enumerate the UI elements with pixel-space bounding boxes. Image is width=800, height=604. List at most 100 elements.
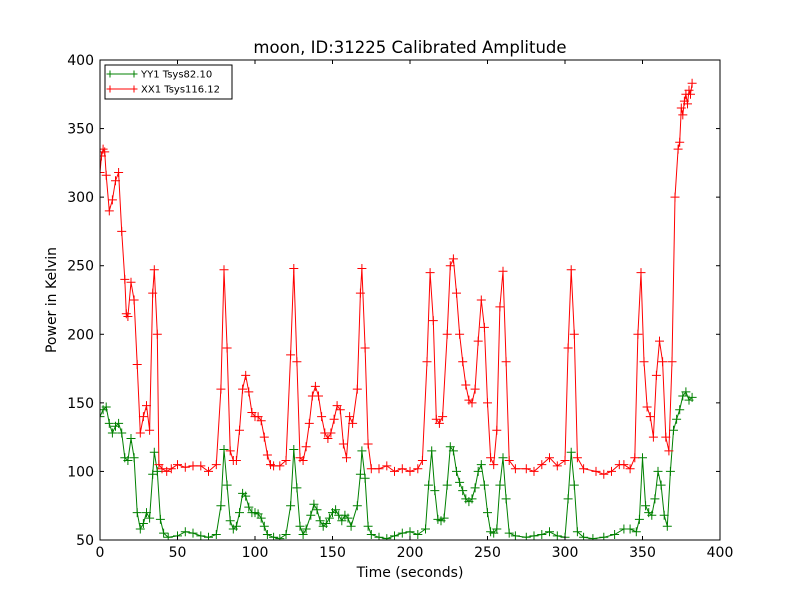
data-point — [521, 532, 531, 540]
x-tick-label: 300 — [552, 545, 579, 561]
data-point — [152, 466, 162, 476]
legend-box — [104, 64, 233, 100]
data-point — [222, 343, 232, 353]
data-point — [256, 513, 266, 523]
data-point — [126, 277, 136, 287]
data-point — [569, 480, 579, 490]
y-tick-label: 250 — [67, 259, 94, 275]
data-point — [667, 357, 677, 367]
data-point — [673, 144, 683, 154]
data-point — [309, 499, 319, 509]
data-point — [563, 343, 573, 353]
data-point — [427, 446, 437, 456]
data-point — [149, 447, 159, 457]
data-point — [306, 510, 316, 520]
data-point — [572, 453, 582, 463]
data-point — [352, 384, 362, 394]
data-point — [301, 442, 311, 452]
data-point — [417, 456, 427, 465]
data-point — [117, 428, 127, 438]
data-point — [129, 295, 139, 305]
data-point — [244, 502, 254, 512]
y-tick-label: 150 — [67, 396, 94, 412]
data-point — [382, 534, 392, 540]
data-point — [204, 466, 213, 476]
data-point — [504, 456, 514, 465]
data-point — [352, 501, 362, 511]
data-point — [241, 370, 251, 380]
data-point — [661, 432, 671, 442]
data-point — [430, 486, 440, 496]
x-axis-label: Time (seconds) — [356, 565, 464, 581]
data-point — [145, 513, 155, 523]
y-axis-label: Power in Kelvin — [44, 247, 60, 353]
data-point — [292, 483, 302, 493]
data-point — [504, 528, 514, 538]
data-point — [366, 464, 376, 474]
data-point — [312, 505, 322, 515]
data-point — [438, 412, 448, 422]
data-point — [331, 505, 341, 515]
data-point — [492, 524, 502, 534]
legend-label: YY1 Tsys82.10 — [140, 70, 212, 81]
data-point — [495, 302, 505, 312]
data-point — [552, 531, 562, 540]
axes-frame — [99, 59, 721, 541]
data-point — [348, 418, 358, 428]
data-point — [216, 384, 226, 394]
x-tick-label: 100 — [242, 545, 269, 561]
data-point — [355, 288, 365, 298]
data-point — [405, 527, 415, 537]
data-point — [461, 380, 471, 390]
data-point — [222, 480, 232, 490]
data-point — [166, 464, 176, 474]
data-point — [275, 534, 285, 540]
data-point — [390, 531, 399, 540]
data-point — [486, 453, 496, 463]
data-point — [501, 494, 511, 504]
data-point — [670, 192, 680, 202]
data-point — [675, 137, 685, 147]
data-point — [659, 510, 669, 520]
plot-area — [100, 78, 697, 540]
data-point — [357, 264, 367, 273]
series-line — [100, 390, 693, 540]
data-point — [104, 206, 114, 216]
data-point — [211, 530, 221, 539]
data-point — [625, 524, 635, 534]
series-2 — [100, 78, 697, 479]
data-point — [638, 453, 647, 463]
data-point — [687, 392, 697, 402]
data-point — [572, 527, 582, 537]
data-point — [529, 531, 539, 540]
data-point — [448, 254, 458, 264]
data-point — [545, 527, 554, 537]
data-point — [498, 453, 508, 463]
data-point — [101, 170, 111, 180]
data-point — [204, 532, 213, 540]
data-point — [599, 532, 609, 540]
data-point — [676, 103, 686, 113]
data-point — [126, 434, 136, 443]
legend-entry: YY1 Tsys82.10 — [106, 70, 212, 81]
x-tick-label: 50 — [169, 545, 187, 561]
data-point — [256, 416, 266, 426]
legend-entries: YY1 Tsys82.10 XX1 Tsys116.12 — [106, 70, 220, 96]
data-point — [173, 460, 182, 470]
data-point — [651, 370, 661, 380]
data-point — [579, 532, 589, 540]
data-point — [382, 461, 392, 471]
data-point — [669, 425, 678, 435]
data-point — [439, 513, 449, 523]
data-point — [687, 78, 697, 88]
data-point — [100, 147, 110, 157]
data-point — [343, 513, 353, 523]
data-point — [681, 387, 691, 397]
data-point — [672, 414, 682, 424]
data-point — [455, 329, 465, 339]
data-point — [498, 266, 508, 276]
data-point — [289, 445, 299, 454]
data-point — [470, 483, 480, 493]
y-tick-label: 300 — [67, 190, 94, 206]
data-point — [100, 168, 105, 177]
